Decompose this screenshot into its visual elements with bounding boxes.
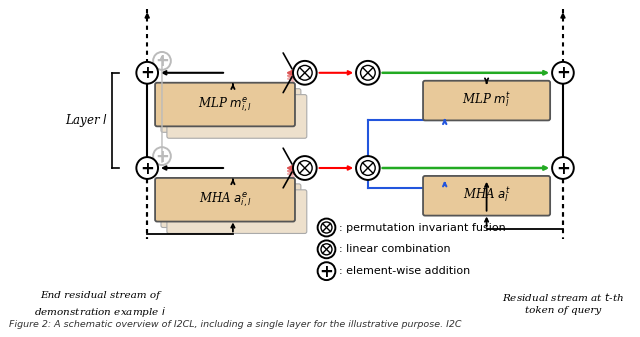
- Text: +: +: [319, 263, 333, 281]
- Text: : element-wise addition: : element-wise addition: [339, 266, 470, 276]
- Text: MLP $m^t_l$: MLP $m^t_l$: [462, 91, 511, 110]
- Circle shape: [153, 52, 171, 70]
- Circle shape: [317, 219, 335, 237]
- FancyBboxPatch shape: [161, 89, 301, 132]
- FancyBboxPatch shape: [155, 178, 295, 221]
- Circle shape: [317, 262, 335, 280]
- Circle shape: [293, 156, 317, 180]
- Text: +: +: [556, 159, 570, 178]
- Text: +: +: [155, 148, 169, 165]
- Circle shape: [317, 240, 335, 258]
- Circle shape: [293, 61, 317, 85]
- Text: : linear combination: : linear combination: [339, 244, 451, 254]
- Text: Layer $l$: Layer $l$: [65, 112, 108, 129]
- Text: End residual stream of
demonstration example $i$: End residual stream of demonstration exa…: [34, 291, 166, 319]
- Text: +: +: [140, 64, 154, 82]
- Circle shape: [153, 147, 171, 165]
- Circle shape: [356, 156, 380, 180]
- FancyBboxPatch shape: [167, 95, 307, 138]
- FancyBboxPatch shape: [167, 190, 307, 234]
- Circle shape: [552, 157, 574, 179]
- Circle shape: [136, 62, 158, 84]
- Text: +: +: [556, 64, 570, 82]
- Text: : permutation invariant fusion: : permutation invariant fusion: [339, 222, 506, 233]
- FancyBboxPatch shape: [155, 83, 295, 126]
- Circle shape: [356, 61, 380, 85]
- Text: MLP $m^e_{i,l}$: MLP $m^e_{i,l}$: [198, 95, 252, 114]
- Circle shape: [136, 157, 158, 179]
- Text: MHA $a^t_l$: MHA $a^t_l$: [463, 186, 511, 205]
- Text: Figure 2: A schematic overview of I2CL, including a single layer for the illustr: Figure 2: A schematic overview of I2CL, …: [9, 320, 462, 329]
- FancyBboxPatch shape: [161, 184, 301, 227]
- Text: MHA $a^e_{i,l}$: MHA $a^e_{i,l}$: [198, 190, 252, 209]
- Circle shape: [552, 62, 574, 84]
- Text: +: +: [140, 159, 154, 178]
- Text: Residual stream at $t$-th
token of query: Residual stream at $t$-th token of query: [502, 291, 624, 315]
- Text: +: +: [155, 52, 169, 70]
- FancyBboxPatch shape: [423, 176, 550, 216]
- FancyBboxPatch shape: [423, 81, 550, 120]
